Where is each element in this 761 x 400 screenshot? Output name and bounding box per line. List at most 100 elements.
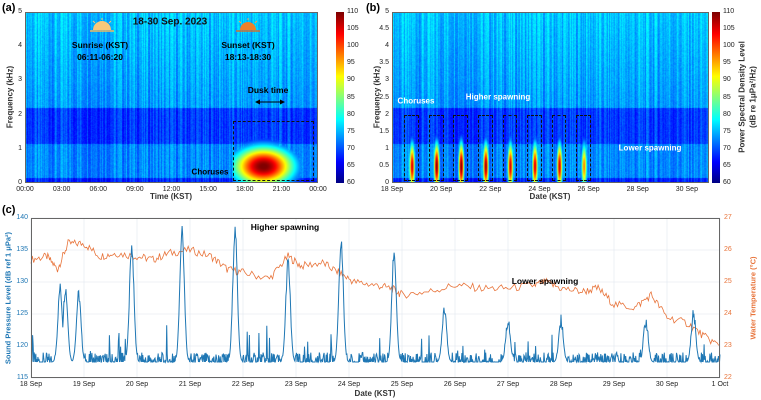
chorus-box-b — [404, 114, 420, 182]
a-xtick-label: 03:00 — [52, 186, 71, 193]
b-ytick-label: 3.5 — [379, 59, 389, 67]
a-xtick-label: 12:00 — [162, 186, 181, 193]
lower-spawning-label-c: Lower spawning — [511, 276, 579, 286]
c-ytick-right-label: 25 — [724, 278, 732, 285]
b-colorbar-tick-label: 105 — [723, 25, 735, 33]
chorus-box-b — [428, 114, 444, 182]
c-xtick-label: 24 Sep — [337, 381, 361, 388]
colorbar-a — [336, 12, 344, 183]
a-colorbar-tick-label: 90 — [347, 76, 355, 84]
c-xtick-label: 28 Sep — [549, 381, 573, 388]
water-temperature-line — [30, 239, 720, 346]
c-xtick-label: 29 Sep — [602, 381, 626, 388]
b-colorbar-tick-label: 100 — [723, 42, 735, 50]
choruses-label-b: Choruses — [397, 96, 435, 106]
c-ytick-right-label: 22 — [724, 374, 732, 381]
c-xtick-label: 21 Sep — [178, 381, 202, 388]
chorus-box-b — [502, 114, 518, 182]
a-colorbar-tick-label: 85 — [347, 93, 355, 101]
c-ytick-left-label: 135 — [16, 246, 28, 253]
a-ytick-label: 0 — [18, 179, 22, 186]
b-ytick-label: 1.5 — [379, 127, 389, 135]
chorus-box-a — [232, 121, 315, 182]
b-xtick-label: 22 Sep — [479, 186, 502, 193]
sunrise-icon — [90, 18, 114, 32]
b-xtick-label: 18 Sep — [380, 186, 404, 193]
chorus-box-b — [453, 114, 469, 182]
b-ytick-label: 2 — [385, 110, 389, 118]
b-ytick-label: 0.5 — [379, 161, 389, 169]
dusk-arrow-icon — [255, 99, 285, 105]
b-ytick-label: 4 — [385, 42, 389, 50]
b-colorbar-tick-label: 65 — [723, 161, 731, 169]
c-xtick-label: 23 Sep — [284, 381, 308, 388]
b-xtick-label: 26 Sep — [577, 186, 600, 193]
chorus-box-b — [478, 114, 493, 182]
title-a: 18-30 Sep. 2023 — [132, 16, 208, 28]
ylabel-a: Frequency (kHz) — [5, 65, 15, 129]
c-xtick-label: 19 Sep — [72, 381, 96, 388]
b-colorbar-tick-label: 75 — [723, 127, 731, 135]
a-ytick-label: 1 — [18, 144, 22, 152]
a-xtick-label: 06:00 — [89, 186, 108, 193]
sound-pressure-level-line — [31, 225, 721, 364]
b-ytick-label: 0 — [385, 179, 389, 186]
colorbar-unit: (dB re 1μPa²/Hz) — [748, 66, 758, 128]
chorus-box-b — [527, 114, 542, 182]
c-xtick-label: 22 Sep — [231, 381, 255, 388]
c-ytick-left-label: 120 — [16, 342, 28, 349]
c-ytick-right-label: 24 — [724, 310, 732, 317]
b-xtick-label: 20 Sep — [430, 186, 453, 193]
panel-a-letter: (a) — [2, 2, 16, 14]
a-colorbar-tick-label: 95 — [347, 59, 355, 67]
ylabel-left-c: Sound Pressure Level (dB ref 1 μPa²) — [3, 231, 13, 365]
b-ytick-label: 1 — [385, 144, 389, 152]
a-xtick-label: 09:00 — [126, 186, 144, 193]
dusk-time-label: Dusk time — [247, 85, 289, 95]
plot-frame-b — [392, 12, 709, 183]
a-colorbar-tick-label: 70 — [347, 144, 355, 152]
b-colorbar-tick-label: 110 — [723, 8, 735, 15]
a-colorbar-tick-label: 80 — [347, 110, 355, 118]
colorbar-label: Power Spectral Density Level — [737, 41, 747, 153]
a-colorbar-tick-label: 100 — [347, 42, 359, 50]
b-ytick-label: 3 — [385, 76, 389, 84]
b-ytick-label: 2.5 — [379, 93, 389, 101]
panel-b-letter: (b) — [366, 2, 381, 14]
b-xtick-label: 28 Sep — [626, 186, 649, 193]
c-ytick-right-label: 23 — [724, 342, 732, 349]
higher-spawning-label-c: Higher spawning — [250, 222, 320, 232]
spectrogram-a — [25, 12, 318, 183]
a-xtick-label: 00:00 — [16, 186, 34, 193]
chorus-box-b — [576, 114, 592, 182]
sunrise-range: 06:11-06:20 — [77, 52, 123, 62]
b-colorbar-tick-label: 70 — [723, 144, 731, 152]
sunset-range: 18:13-18:30 — [224, 52, 272, 62]
ylabel-right-c: Water Temperature (°C) — [748, 256, 758, 340]
b-colorbar-tick-label: 85 — [723, 93, 731, 101]
c-xtick-label: 25 Sep — [390, 381, 414, 388]
colorbar-b — [712, 12, 720, 183]
sunrise-label: Sunrise (KST) — [71, 40, 129, 50]
b-ytick-label: 4.5 — [379, 25, 389, 33]
plot-frame-c — [31, 218, 720, 378]
higher-spawning-label-b: Higher spawning — [465, 92, 531, 102]
c-ytick-left-label: 140 — [16, 214, 28, 221]
a-ytick-label: 2 — [18, 110, 22, 118]
sunset-icon — [236, 18, 260, 32]
b-xtick-label: 30 Sep — [675, 186, 698, 193]
a-xtick-label: 00:00 — [309, 186, 327, 193]
c-xtick-label: 20 Sep — [125, 381, 149, 388]
a-xtick-label: 21:00 — [272, 186, 291, 193]
a-ytick-label: 5 — [18, 8, 22, 15]
b-colorbar-tick-label: 95 — [723, 59, 731, 67]
xlabel-a: Time (KST) — [149, 192, 193, 201]
b-colorbar-tick-label: 60 — [723, 179, 731, 186]
c-xtick-label: 27 Sep — [496, 381, 520, 388]
spectrogram-b — [392, 12, 709, 183]
c-xtick-label: 18 Sep — [19, 381, 43, 388]
c-ytick-right-label: 26 — [724, 246, 732, 253]
c-xtick-label: 30 Sep — [655, 381, 679, 388]
c-xtick-label: 26 Sep — [443, 381, 467, 388]
